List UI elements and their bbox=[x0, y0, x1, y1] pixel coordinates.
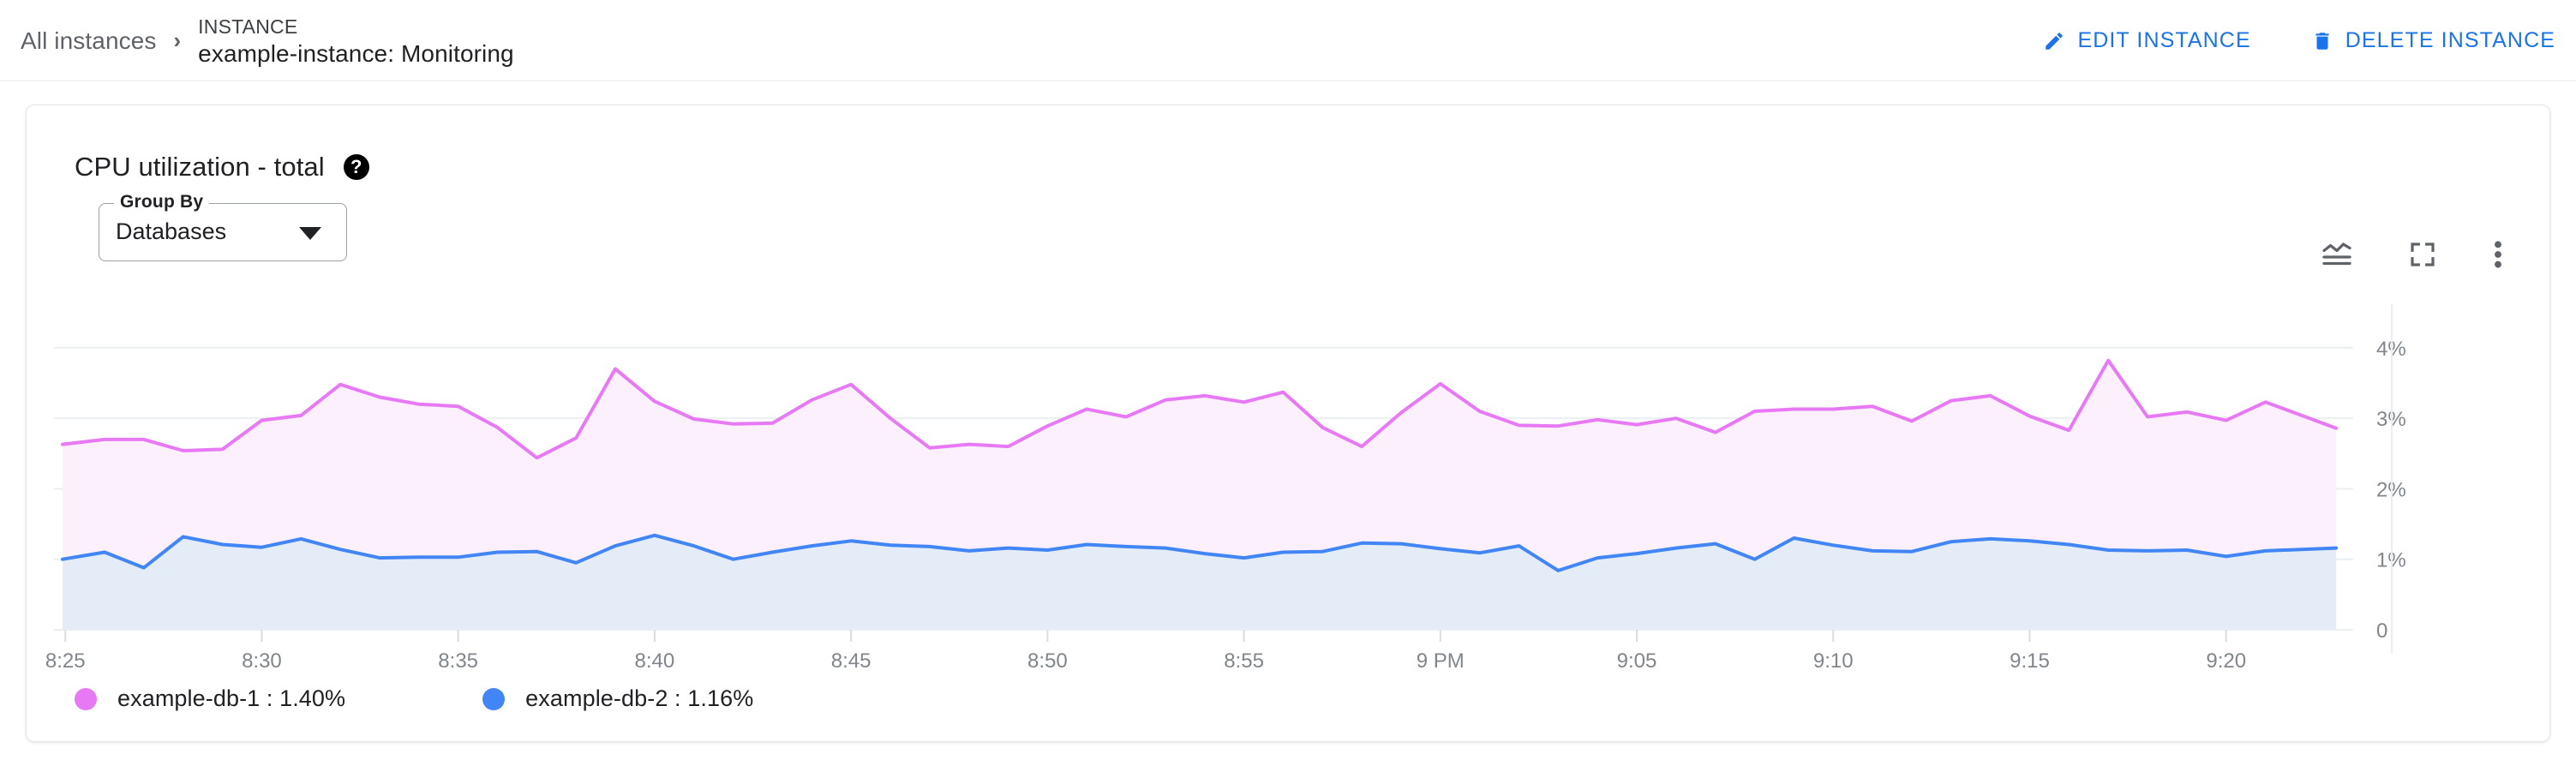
legend-item-example-db-1[interactable]: example-db-1 : 1.40% bbox=[75, 685, 345, 712]
series-area-example-db-1 bbox=[63, 360, 2337, 630]
chart-plot-area: 0 1% 2% 3% 4% 8:25 8:30 8:35 8:40 8:45 8:50 8:55 9 P… bbox=[27, 105, 2549, 741]
card-header: CPU utilization - total ? bbox=[75, 152, 369, 183]
x-axis-tick-label: 8:35 bbox=[438, 649, 478, 673]
x-axis-tick-label: 8:30 bbox=[242, 649, 282, 673]
trash-icon bbox=[2311, 30, 2333, 52]
chevron-right-icon: › bbox=[173, 27, 182, 53]
y-axis-tick-label: 2% bbox=[2376, 478, 2406, 501]
series-line-example-db-1 bbox=[61, 358, 2339, 460]
y-axis-tick-label: 0 bbox=[2376, 619, 2387, 643]
group-by-hitarea[interactable] bbox=[99, 203, 347, 261]
breadcrumb-kicker: INSTANCE bbox=[198, 15, 298, 38]
group-by-label: Group By bbox=[114, 192, 210, 212]
series-line-example-db-2 bbox=[61, 533, 2339, 572]
x-axis-tick-label: 8:45 bbox=[831, 649, 872, 673]
x-axis-tick-label: 9:20 bbox=[2206, 649, 2246, 673]
y-axis-tick-label: 4% bbox=[2376, 338, 2406, 361]
x-axis-tick-label: 9:10 bbox=[1813, 649, 1854, 673]
x-axis-tick-label: 8:25 bbox=[45, 649, 86, 673]
y-axis-tick-label: 1% bbox=[2376, 549, 2406, 572]
legend-label: example-db-2 : 1.16% bbox=[525, 685, 754, 711]
top-actions: EDIT INSTANCE DELETE INSTANCE bbox=[2036, 0, 2562, 81]
delete-instance-button[interactable]: DELETE INSTANCE bbox=[2304, 23, 2562, 58]
card-title: CPU utilization - total bbox=[75, 152, 325, 182]
breadcrumb-all-instances[interactable]: All instances bbox=[21, 27, 157, 54]
legend-color-dot bbox=[75, 687, 97, 710]
page-title: example-instance: Monitoring bbox=[198, 39, 514, 67]
help-icon[interactable]: ? bbox=[343, 154, 369, 180]
top-bar: All instances › INSTANCE example-instanc… bbox=[0, 0, 2576, 81]
x-axis-tick-label: 9:05 bbox=[1617, 649, 1657, 673]
edit-instance-button[interactable]: EDIT INSTANCE bbox=[2036, 23, 2257, 58]
legend-item-example-db-2[interactable]: example-db-2 : 1.16% bbox=[482, 685, 753, 712]
x-axis-tick-label: 8:40 bbox=[635, 649, 675, 673]
chart-type-icon[interactable] bbox=[2321, 242, 2352, 272]
group-by-value: Databases bbox=[116, 218, 227, 244]
edit-instance-label: EDIT INSTANCE bbox=[2077, 28, 2251, 52]
x-axis-tick-label: 8:55 bbox=[1224, 649, 1264, 673]
caret-down-icon[interactable] bbox=[299, 227, 321, 240]
cpu-utilization-card: CPU utilization - total ? Group By Datab… bbox=[26, 105, 2550, 742]
fullscreen-icon[interactable] bbox=[2409, 241, 2436, 272]
breadcrumb: All instances › INSTANCE example-instanc… bbox=[21, 0, 514, 81]
series-area-example-db-2 bbox=[63, 535, 2337, 630]
group-by-select[interactable]: Group By Databases bbox=[99, 192, 347, 261]
x-axis-tick-label: 9:15 bbox=[2010, 649, 2050, 673]
cpu-utilization-area-chart: 0 1% 2% 3% 4% 8:25 8:30 8:35 8:40 8:45 8:50 8:55 9 P… bbox=[45, 304, 2406, 673]
y-axis-tick-label: 3% bbox=[2376, 408, 2406, 431]
x-axis-tick-label: 9 PM bbox=[1417, 649, 1465, 673]
legend-color-dot bbox=[482, 687, 506, 710]
chart-legend: example-db-1 : 1.40% example-db-2 : 1.16… bbox=[75, 685, 753, 712]
pencil-icon bbox=[2043, 30, 2065, 52]
legend-label: example-db-1 : 1.40% bbox=[117, 685, 346, 711]
delete-instance-label: DELETE INSTANCE bbox=[2345, 28, 2555, 52]
breadcrumb-current: INSTANCE example-instance: Monitoring bbox=[198, 14, 514, 69]
card-toolbar bbox=[2321, 241, 2503, 272]
x-axis-tick-label: 8:50 bbox=[1027, 649, 1068, 673]
more-vert-icon[interactable] bbox=[2493, 241, 2503, 272]
